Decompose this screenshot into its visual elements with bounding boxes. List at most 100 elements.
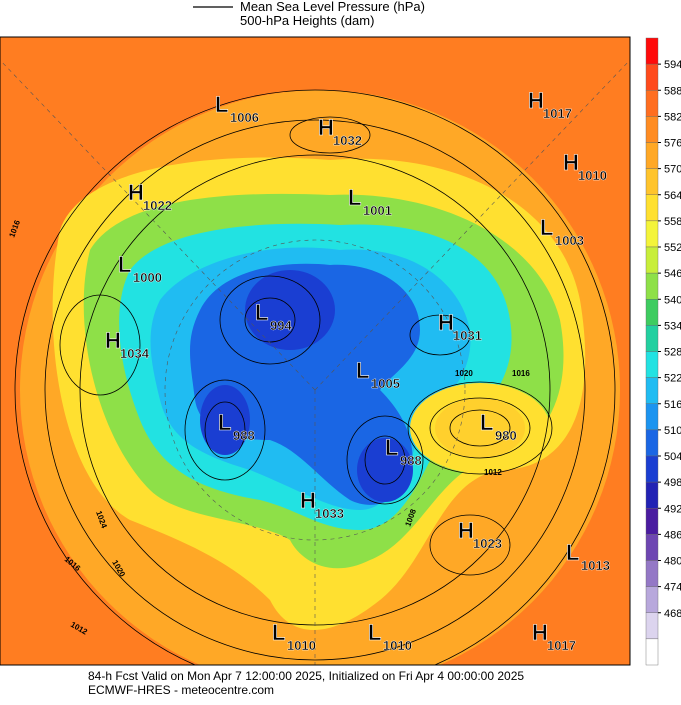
colorbar-swatch	[645, 246, 659, 274]
colorbar-swatch	[645, 116, 659, 143]
footer-line: 84-h Fcst Valid on Mon Apr 7 12:00:00 20…	[88, 669, 524, 683]
colorbar-swatch	[645, 63, 659, 91]
center-letter: H	[128, 180, 144, 205]
center-letter: H	[300, 488, 316, 513]
colorbar-label: 498	[664, 477, 681, 489]
colorbar: 594 588 582 576 570 564 558 552 546 540 534 528 522 5…	[645, 37, 681, 666]
colorbar-swatch	[645, 168, 659, 195]
center-value: 1010	[383, 638, 412, 653]
colorbar-swatch	[645, 377, 659, 404]
center-value: 1034	[120, 346, 150, 361]
colorbar-label: 468	[664, 608, 681, 620]
colorbar-swatch	[645, 612, 659, 640]
center-value: 1005	[371, 376, 400, 391]
center-letter: L	[255, 300, 268, 325]
center-value: 1003	[555, 233, 584, 248]
colorbar-swatch	[645, 142, 659, 169]
colorbar-swatch	[645, 508, 659, 535]
center-letter: H	[438, 310, 454, 335]
center-letter: L	[218, 410, 231, 435]
center-letter: L	[385, 435, 398, 460]
center-value: 988	[233, 428, 255, 443]
colorbar-label: 582	[664, 111, 681, 123]
center-letter: H	[532, 620, 548, 645]
colorbar-label: 516	[664, 399, 681, 411]
colorbar-swatch	[645, 194, 659, 222]
center-value: 1000	[133, 270, 162, 285]
colorbar-label: 522	[664, 373, 681, 385]
colorbar-swatch	[645, 220, 659, 248]
colorbar-swatch	[645, 403, 659, 431]
isobar-label: 1016	[512, 369, 530, 378]
center-value: 1023	[473, 536, 502, 551]
colorbar-label: 564	[664, 190, 681, 202]
colorbar-label: 492	[664, 503, 681, 515]
colorbar-label: 504	[664, 451, 681, 463]
colorbar-label: 588	[664, 85, 681, 97]
center-value: 1010	[287, 638, 316, 653]
colorbar-swatch	[645, 299, 659, 326]
colorbar-label: 510	[664, 425, 681, 437]
colorbar-swatch	[645, 534, 659, 561]
isobar-label: 1012	[484, 468, 502, 477]
colorbar-swatch	[645, 638, 659, 666]
center-value: 1032	[333, 133, 362, 148]
colorbar-swatch	[645, 455, 659, 483]
map	[0, 36, 631, 666]
center-letter: L	[480, 410, 493, 435]
colorbar-label: 486	[664, 529, 681, 541]
center-value: 1022	[143, 198, 172, 213]
colorbar-label: 558	[664, 216, 681, 228]
colorbar-label: 576	[664, 138, 681, 150]
center-letter: L	[118, 252, 131, 277]
center-value: 1017	[547, 638, 576, 653]
colorbar-swatch	[645, 560, 659, 587]
center-value: 1017	[543, 106, 572, 121]
center-letter: L	[368, 620, 381, 645]
center-value: 1010	[578, 168, 607, 183]
fill-legend: 500-hPa Heights (dam)	[240, 13, 374, 28]
center-value: 994	[270, 318, 292, 333]
colorbar-label: 552	[664, 242, 681, 254]
colorbar-label: 534	[664, 320, 681, 332]
colorbar-swatch	[645, 429, 659, 457]
isobar-label: 1020	[455, 369, 473, 378]
colorbar-label: 594	[664, 59, 681, 71]
line-legend: Mean Sea Level Pressure (hPa)	[240, 0, 425, 14]
center-value: 988	[400, 453, 422, 468]
colorbar-label: 480	[664, 556, 681, 568]
center-letter: L	[348, 185, 361, 210]
colorbar-label: 540	[664, 294, 681, 306]
center-letter: H	[458, 518, 474, 543]
center-value: 1013	[581, 558, 610, 573]
center-letter: H	[318, 115, 334, 140]
colorbar-label: 528	[664, 347, 681, 359]
center-value: 1033	[315, 506, 344, 521]
colorbar-swatch	[645, 351, 659, 378]
colorbar-swatch	[645, 325, 659, 352]
colorbar-label: 570	[664, 164, 681, 176]
center-value: 1006	[230, 110, 259, 125]
center-letter: H	[105, 328, 121, 353]
colorbar-swatch	[645, 272, 659, 300]
center-letter: L	[540, 215, 553, 240]
colorbar-swatch	[645, 586, 659, 613]
colorbar-swatch	[645, 37, 659, 65]
center-letter: L	[215, 92, 228, 117]
center-letter: H	[528, 88, 544, 113]
center-letter: L	[356, 358, 369, 383]
colorbar-swatch	[645, 90, 659, 117]
center-value: 1001	[363, 203, 392, 218]
map-frame	[0, 36, 631, 666]
colorbar-label: 546	[664, 268, 681, 280]
colorbar-swatch	[645, 481, 659, 509]
center-letter: L	[272, 620, 285, 645]
center-letter: H	[563, 150, 579, 175]
colorbar-label: 474	[664, 582, 681, 594]
center-value: 980	[495, 428, 517, 443]
footer-source: ECMWF-HRES - meteocentre.com	[88, 683, 274, 697]
center-letter: L	[566, 540, 579, 565]
center-value: 1031	[453, 328, 482, 343]
